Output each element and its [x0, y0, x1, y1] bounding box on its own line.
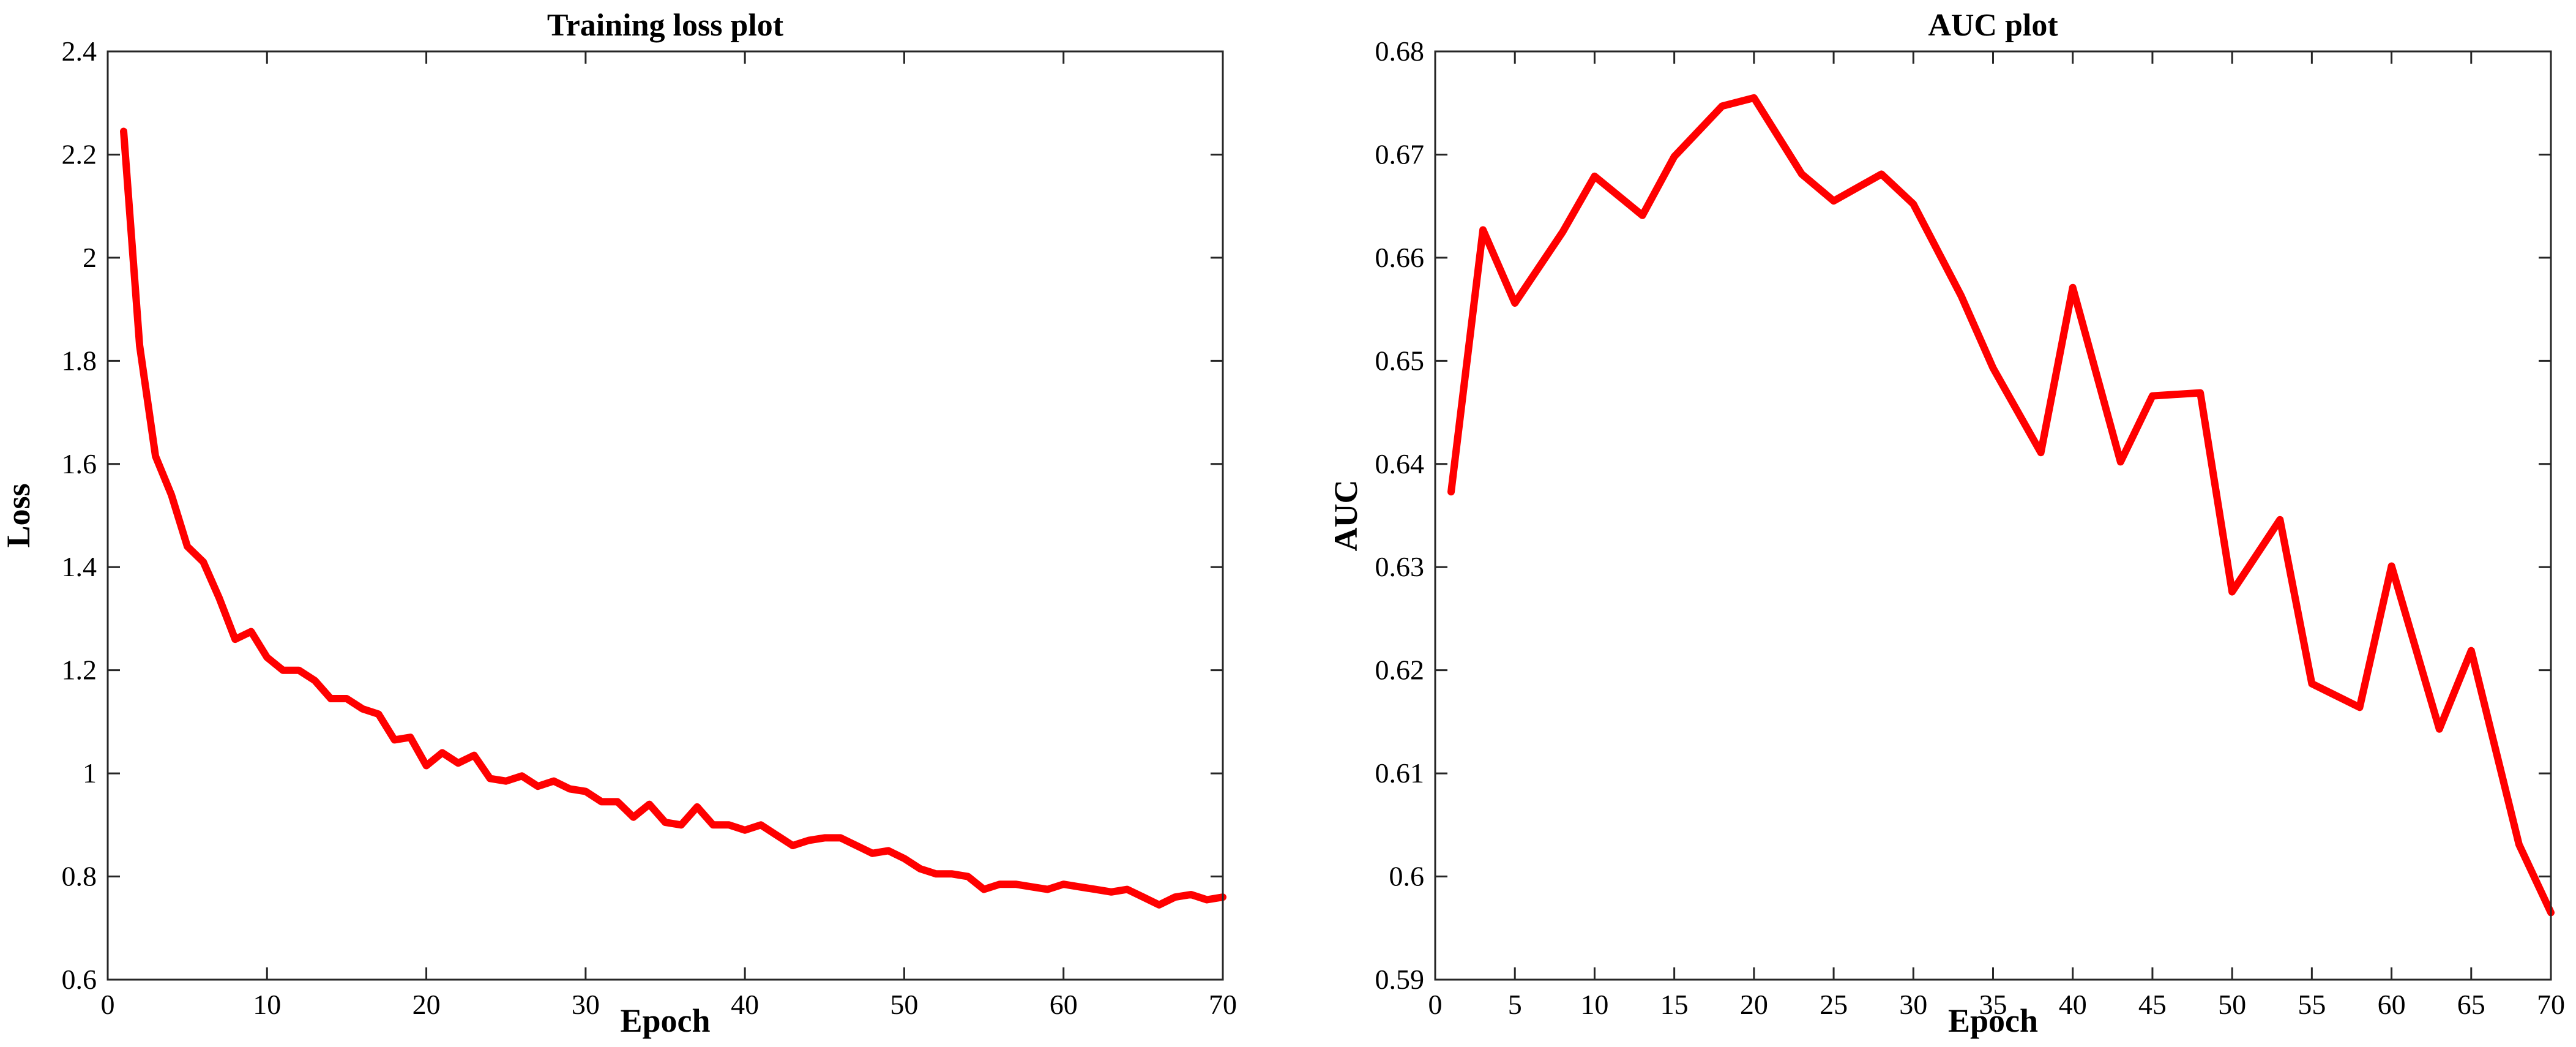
- y-tick-label: 0.68: [1375, 36, 1425, 67]
- x-tick-label: 35: [1979, 989, 2007, 1020]
- y-tick-label: 0.6: [62, 964, 97, 995]
- y-tick-label: 1.6: [62, 448, 97, 479]
- series-line: [120, 127, 1226, 909]
- y-axis-label: AUC: [1327, 480, 1364, 552]
- chart-title: Training loss plot: [547, 8, 784, 43]
- x-tick-label: 30: [572, 989, 600, 1020]
- y-tick-label: 0.65: [1375, 345, 1425, 376]
- y-tick-label: 1.2: [62, 655, 97, 686]
- y-tick-label: 1.8: [62, 345, 97, 376]
- x-tick-label: 20: [413, 989, 441, 1020]
- y-tick-label: 0.64: [1375, 448, 1425, 479]
- y-tick-label: 0.8: [62, 861, 97, 892]
- x-tick-label: 0: [101, 989, 115, 1020]
- series-lines: [120, 127, 1226, 909]
- x-tick-label: 55: [2298, 989, 2326, 1020]
- x-tick-label: 60: [1050, 989, 1078, 1020]
- x-tick-label: 20: [1740, 989, 1768, 1020]
- y-tick-label: 2: [83, 242, 97, 273]
- x-tick-label: 25: [1820, 989, 1848, 1020]
- axes-frame: [106, 50, 1224, 981]
- y-tick-label: 0.6: [1389, 861, 1425, 892]
- series-line: [1447, 94, 2555, 917]
- x-tick-label: 10: [253, 989, 281, 1020]
- y-tick-label: 0.63: [1375, 551, 1425, 582]
- axis-ticks: 0 10 20 30 40 50 60 70 0.6 0.8 1 1.2 1.4 1.6 1.8 2 2.2 2.…: [62, 36, 1238, 1020]
- auc-chart: AUC plot Epoch AUC 0 5 10 15 20 25 30 35 40 45 50 5…: [1327, 8, 2565, 1039]
- axis-ticks: 0 5 10 15 20 25 30 35 40 45 50 55 60 65 70 0.59 0.6 0.61 0…: [1375, 36, 2566, 1020]
- x-tick-label: 15: [1660, 989, 1689, 1020]
- x-tick-label: 10: [1580, 989, 1608, 1020]
- x-tick-label: 60: [2378, 989, 2406, 1020]
- x-tick-label: 40: [731, 989, 759, 1020]
- y-tick-label: 2.2: [62, 138, 97, 170]
- x-tick-label: 30: [1899, 989, 1927, 1020]
- x-tick-label: 50: [2218, 989, 2246, 1020]
- x-tick-label: 65: [2457, 989, 2485, 1020]
- chart-title: AUC plot: [1928, 8, 2058, 43]
- x-tick-label: 70: [2537, 989, 2565, 1020]
- x-tick-label: 5: [1508, 989, 1522, 1020]
- y-tick-label: 0.59: [1375, 964, 1425, 995]
- training-loss-chart: Training loss plot Epoch Loss 0 10 20 30 40 5…: [0, 8, 1237, 1039]
- x-tick-label: 50: [890, 989, 918, 1020]
- y-axis-label: Loss: [0, 483, 37, 547]
- x-tick-label: 40: [2059, 989, 2087, 1020]
- axes-frame: [1434, 50, 2552, 981]
- x-tick-label: 70: [1209, 989, 1237, 1020]
- y-tick-label: 0.61: [1375, 757, 1425, 789]
- y-tick-label: 1.4: [62, 551, 97, 582]
- y-tick-label: 0.62: [1375, 655, 1425, 686]
- x-axis-label: Epoch: [1948, 1002, 2038, 1039]
- y-tick-label: 1: [83, 757, 97, 789]
- x-axis-label: Epoch: [620, 1002, 710, 1039]
- x-tick-label: 0: [1428, 989, 1443, 1020]
- series-lines: [1447, 94, 2555, 917]
- y-tick-label: 0.67: [1375, 138, 1425, 170]
- y-tick-label: 0.66: [1375, 242, 1425, 273]
- x-tick-label: 45: [2138, 989, 2167, 1020]
- y-tick-label: 2.4: [62, 36, 97, 67]
